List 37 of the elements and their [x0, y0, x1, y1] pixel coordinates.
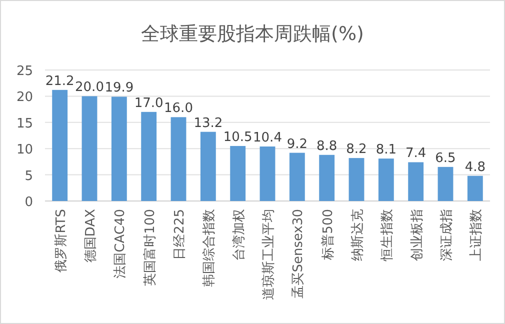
data-label: 21.2 [45, 74, 74, 89]
y-tick-label: 0 [24, 195, 33, 210]
data-label: 16.0 [164, 101, 193, 116]
data-label: 10.5 [223, 130, 252, 145]
x-tick-label: 纳斯达克 [350, 209, 366, 261]
data-label: 8.8 [316, 138, 338, 154]
x-tick-label: 恒生指数 [380, 209, 396, 262]
data-label: 10.4 [253, 130, 282, 146]
data-label: 13.2 [194, 116, 223, 131]
x-tick-label: 韩国综合指数 [202, 209, 218, 287]
x-tick-label: 孟买Sensex30 [291, 209, 306, 298]
data-label: 6.5 [435, 150, 456, 166]
y-tick-label: 25 [16, 64, 33, 79]
data-label: 20.0 [75, 80, 104, 96]
data-label: 9.2 [286, 136, 308, 152]
x-tick-label: 日经225 [172, 209, 188, 260]
x-tick-label: 英国富时100 [142, 209, 158, 286]
y-tick-label: 5 [24, 168, 33, 184]
y-tick-label: 15 [16, 116, 33, 132]
x-tick-label: 上证指数 [469, 209, 484, 261]
data-label: 8.1 [376, 142, 397, 158]
y-tick-label: 10 [16, 142, 33, 158]
data-label: 19.9 [104, 80, 134, 96]
x-tick-label: 标普500 [320, 209, 336, 261]
x-tick-label: 俄罗斯RTS [54, 209, 69, 272]
x-tick-label: 德国DAX [84, 208, 98, 263]
x-tick-label: 道琼斯工业平均 [260, 209, 276, 300]
y-tick-label: 20 [16, 90, 33, 106]
x-tick-label: 台湾加权 [230, 209, 247, 261]
title: 全球重要股指本周跌幅(%) [141, 23, 364, 45]
data-label: 8.2 [346, 142, 367, 158]
data-label: 7.4 [405, 146, 426, 162]
data-label: 17.0 [134, 96, 164, 111]
data-label: 4.8 [464, 160, 486, 175]
x-tick-label: 创业板指 [410, 209, 425, 261]
x-tick-label: 深证成指 [440, 209, 454, 261]
x-tick-label: 法国CAC40 [113, 209, 128, 278]
